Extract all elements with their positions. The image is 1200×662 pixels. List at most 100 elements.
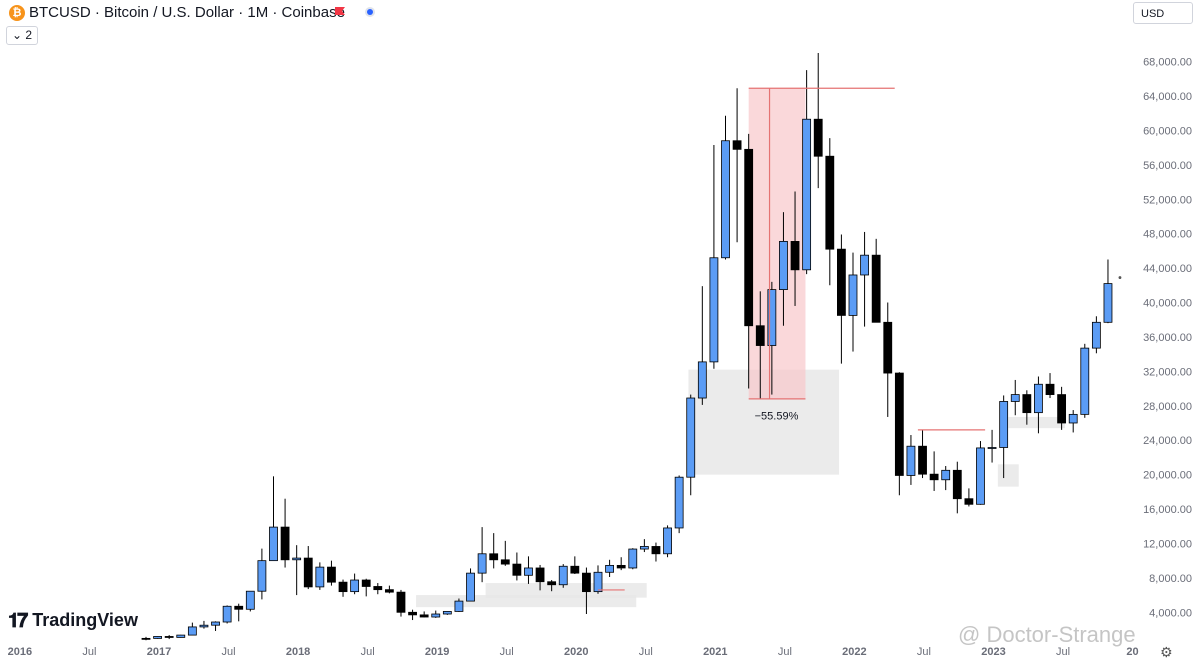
candle-body-down [303,557,313,588]
candle [396,589,406,617]
candle [303,546,313,590]
candle [361,578,371,597]
candle [234,603,244,622]
candle-body-up [999,401,1009,448]
candle-body-down [361,579,371,587]
candle [639,539,649,553]
zone-layer [416,88,1066,608]
last-price-marker [1118,276,1122,279]
time-axis[interactable]: 2016 Jul 2017 Jul 2018 Jul 2019 Jul 2020 Jul 2021 J… [8,646,1139,658]
candle [454,598,464,612]
settings-icon[interactable]: ⚙ [1160,644,1173,660]
price-tick-label: 32,000.00 [1143,366,1192,378]
candle-body-up [1010,394,1020,402]
bitcoin-icon: ₿ [9,5,25,21]
candle [500,540,510,566]
candle-body-up [222,605,232,623]
candle-body-down [500,559,510,565]
candle [269,476,278,562]
symbol-title[interactable]: BTCUSD · Bitcoin / U.S. Dollar · 1M · Co… [29,4,345,21]
candle [547,580,557,592]
candle-body-up [593,571,603,593]
candle [894,372,904,496]
candle [999,395,1009,479]
price-tick-label: 56,000.00 [1143,160,1192,172]
candle [709,145,719,369]
price-tick-label: 60,000.00 [1143,125,1192,137]
candle [408,609,417,621]
candle [1022,390,1032,425]
candle [802,70,812,275]
candle-body-down [234,605,244,610]
time-tick-label: Jul [639,646,653,658]
candle-body-up [466,572,475,602]
candle [176,634,186,638]
candle [582,567,591,615]
time-tick-label: 2017 [147,646,171,658]
flag-icon[interactable] [334,6,346,18]
candle [1010,379,1020,416]
candle-body-down [1057,394,1067,424]
candle [1080,343,1090,418]
time-tick-label: 2023 [981,646,1005,658]
candle-body-down [964,498,974,505]
candle-body-up [211,621,220,626]
candle [697,286,707,405]
candle [153,636,162,639]
support-zone [485,583,647,598]
candle [918,429,927,479]
price-tick-label: 12,000.00 [1143,538,1192,550]
candle [257,548,267,600]
price-axis[interactable]: 4,000.00 8,000.00 12,000.00 16,000.00 20,000… [1143,57,1192,620]
price-tick-label: 28,000.00 [1143,401,1192,413]
candle [187,622,197,636]
price-tick-label: 48,000.00 [1143,229,1192,241]
candle-body-down [825,155,835,250]
time-tick-label: 20 [1126,646,1138,658]
candle [686,394,696,496]
tradingview-logo[interactable]: 𝟏𝟕 TradingView [8,608,138,632]
candle-body-up [176,634,186,638]
candle [489,533,499,569]
candle-body-up [315,566,325,588]
time-tick-label: 2019 [425,646,449,658]
candle [245,590,255,612]
candle [663,525,672,558]
candle-body-up [976,447,985,505]
time-tick-label: Jul [917,646,931,658]
candle [941,466,951,491]
time-tick-label: 2021 [703,646,727,658]
candle [825,138,835,286]
candle [744,133,754,389]
candle-body-up [639,546,649,550]
candle-body-up [906,445,916,476]
candle [199,620,209,629]
candle-body-up [257,560,267,592]
candle-layer [141,52,1113,641]
candle-body-down [790,241,800,271]
candle-body-up [628,548,638,569]
candle-body-down [373,586,383,591]
candle-body-up [431,613,441,618]
chart-header: ₿ BTCUSD · Bitcoin / U.S. Dollar · 1M · … [0,0,1130,24]
candle [1057,386,1067,430]
time-tick-label: Jul [1056,646,1070,658]
candle [755,291,765,399]
candle [373,583,383,595]
indicator-toggle-button[interactable]: ⌄ 2 [6,26,38,45]
candle-body-down [952,469,962,500]
support-zone [997,464,1019,487]
market-status-icon[interactable] [365,7,375,17]
candle-body-up [454,600,464,612]
candle [327,560,336,586]
candle-body-down [871,254,881,323]
currency-select[interactable]: USD [1133,2,1193,24]
candle [1034,376,1043,434]
candle [779,212,788,326]
candle-body-up [1068,413,1078,424]
candle-body-up [686,397,696,478]
price-tick-label: 4,000.00 [1149,607,1192,619]
candle-body-up [779,241,788,291]
candle [790,191,800,306]
